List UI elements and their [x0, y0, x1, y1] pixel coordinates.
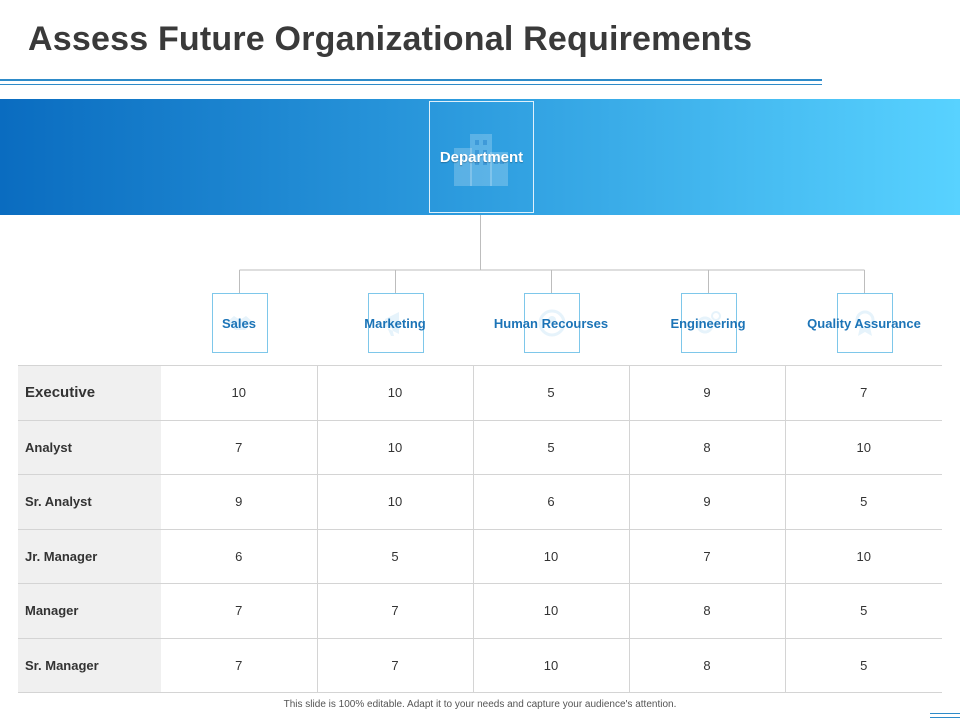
- row-label: Sr. Manager: [18, 638, 161, 693]
- table-cell: 5: [316, 529, 473, 584]
- row-label: Jr. Manager: [18, 529, 161, 584]
- row-label: Analyst: [18, 420, 161, 475]
- table-cell: 8: [628, 420, 785, 475]
- people-icon: [538, 309, 566, 337]
- table-cell: 9: [628, 365, 785, 421]
- table-cell: 9: [161, 474, 317, 530]
- dept-node-quality-assurance: [837, 293, 893, 353]
- table-cell: 10: [472, 638, 629, 693]
- dept-label-sales: Sales: [222, 316, 256, 331]
- page-title: Assess Future Organizational Requirement…: [28, 20, 753, 58]
- title-underline-thin: [0, 84, 822, 85]
- dept-label-marketing: Marketing: [364, 316, 426, 331]
- table-cell: 5: [784, 583, 942, 639]
- table-cell: 9: [628, 474, 785, 530]
- table-cell: 10: [316, 365, 473, 421]
- department-label: Department: [439, 149, 524, 166]
- table-cell: 7: [161, 638, 317, 693]
- table-row: Executive 10 10 5 9 7: [18, 365, 942, 421]
- table-cell: 7: [628, 529, 785, 584]
- table-cell: 6: [472, 474, 629, 530]
- dept-label-human-resources: Human Recourses: [493, 316, 609, 331]
- department-root-node: Department: [429, 101, 534, 213]
- table-cell: 7: [784, 365, 942, 421]
- table-cell: 10: [784, 529, 942, 584]
- table-cell: 5: [784, 474, 942, 530]
- row-label: Manager: [18, 583, 161, 639]
- table-cell: 10: [472, 583, 629, 639]
- table-cell: 8: [628, 583, 785, 639]
- corner-accent-line: [930, 717, 960, 718]
- megaphone-icon: [385, 312, 399, 336]
- table-row: Analyst 7 10 5 8 10: [18, 420, 942, 475]
- dept-label-engineering: Engineering: [670, 316, 746, 331]
- dept-node-sales: [212, 293, 268, 353]
- gears-icon: [696, 311, 721, 334]
- table-cell: 8: [628, 638, 785, 693]
- table-cell: 7: [316, 583, 473, 639]
- table-cell: 10: [316, 474, 473, 530]
- footer-note: This slide is 100% editable. Adapt it to…: [283, 699, 677, 710]
- table-cell: 5: [784, 638, 942, 693]
- dept-node-human-resources: [524, 293, 580, 353]
- corner-accent-line: [930, 713, 960, 714]
- table-cell: 7: [161, 420, 317, 475]
- table-cell: 6: [161, 529, 317, 584]
- table-row: Sr. Manager 7 7 10 8 5: [18, 638, 942, 693]
- title-underline: [0, 79, 822, 81]
- table-cell: 10: [784, 420, 942, 475]
- table-cell: 5: [472, 420, 629, 475]
- badge-icon: [855, 310, 875, 336]
- table-cell: 10: [161, 365, 317, 421]
- table-cell: 7: [316, 638, 473, 693]
- table-row: Sr. Analyst 9 10 6 9 5: [18, 474, 942, 530]
- table-cell: 5: [472, 365, 629, 421]
- table-cell: 7: [161, 583, 317, 639]
- row-label: Executive: [18, 365, 161, 421]
- row-label: Sr. Analyst: [18, 474, 161, 530]
- table-cell: 10: [316, 420, 473, 475]
- table-cell: 10: [472, 529, 629, 584]
- org-connector-lines: [239, 215, 865, 293]
- dept-node-engineering: [681, 293, 737, 353]
- handshake-icon: [227, 316, 253, 330]
- dept-label-quality-assurance: Quality Assurance: [807, 316, 921, 331]
- requirements-table: Executive 10 10 5 9 7 Analyst 7 10 5 8 1…: [18, 365, 942, 693]
- table-row: Manager 7 7 10 8 5: [18, 583, 942, 639]
- header-banner: [0, 99, 960, 215]
- dept-node-marketing: [368, 293, 424, 353]
- building-icon: [454, 134, 508, 186]
- table-row: Jr. Manager 6 5 10 7 10: [18, 529, 942, 584]
